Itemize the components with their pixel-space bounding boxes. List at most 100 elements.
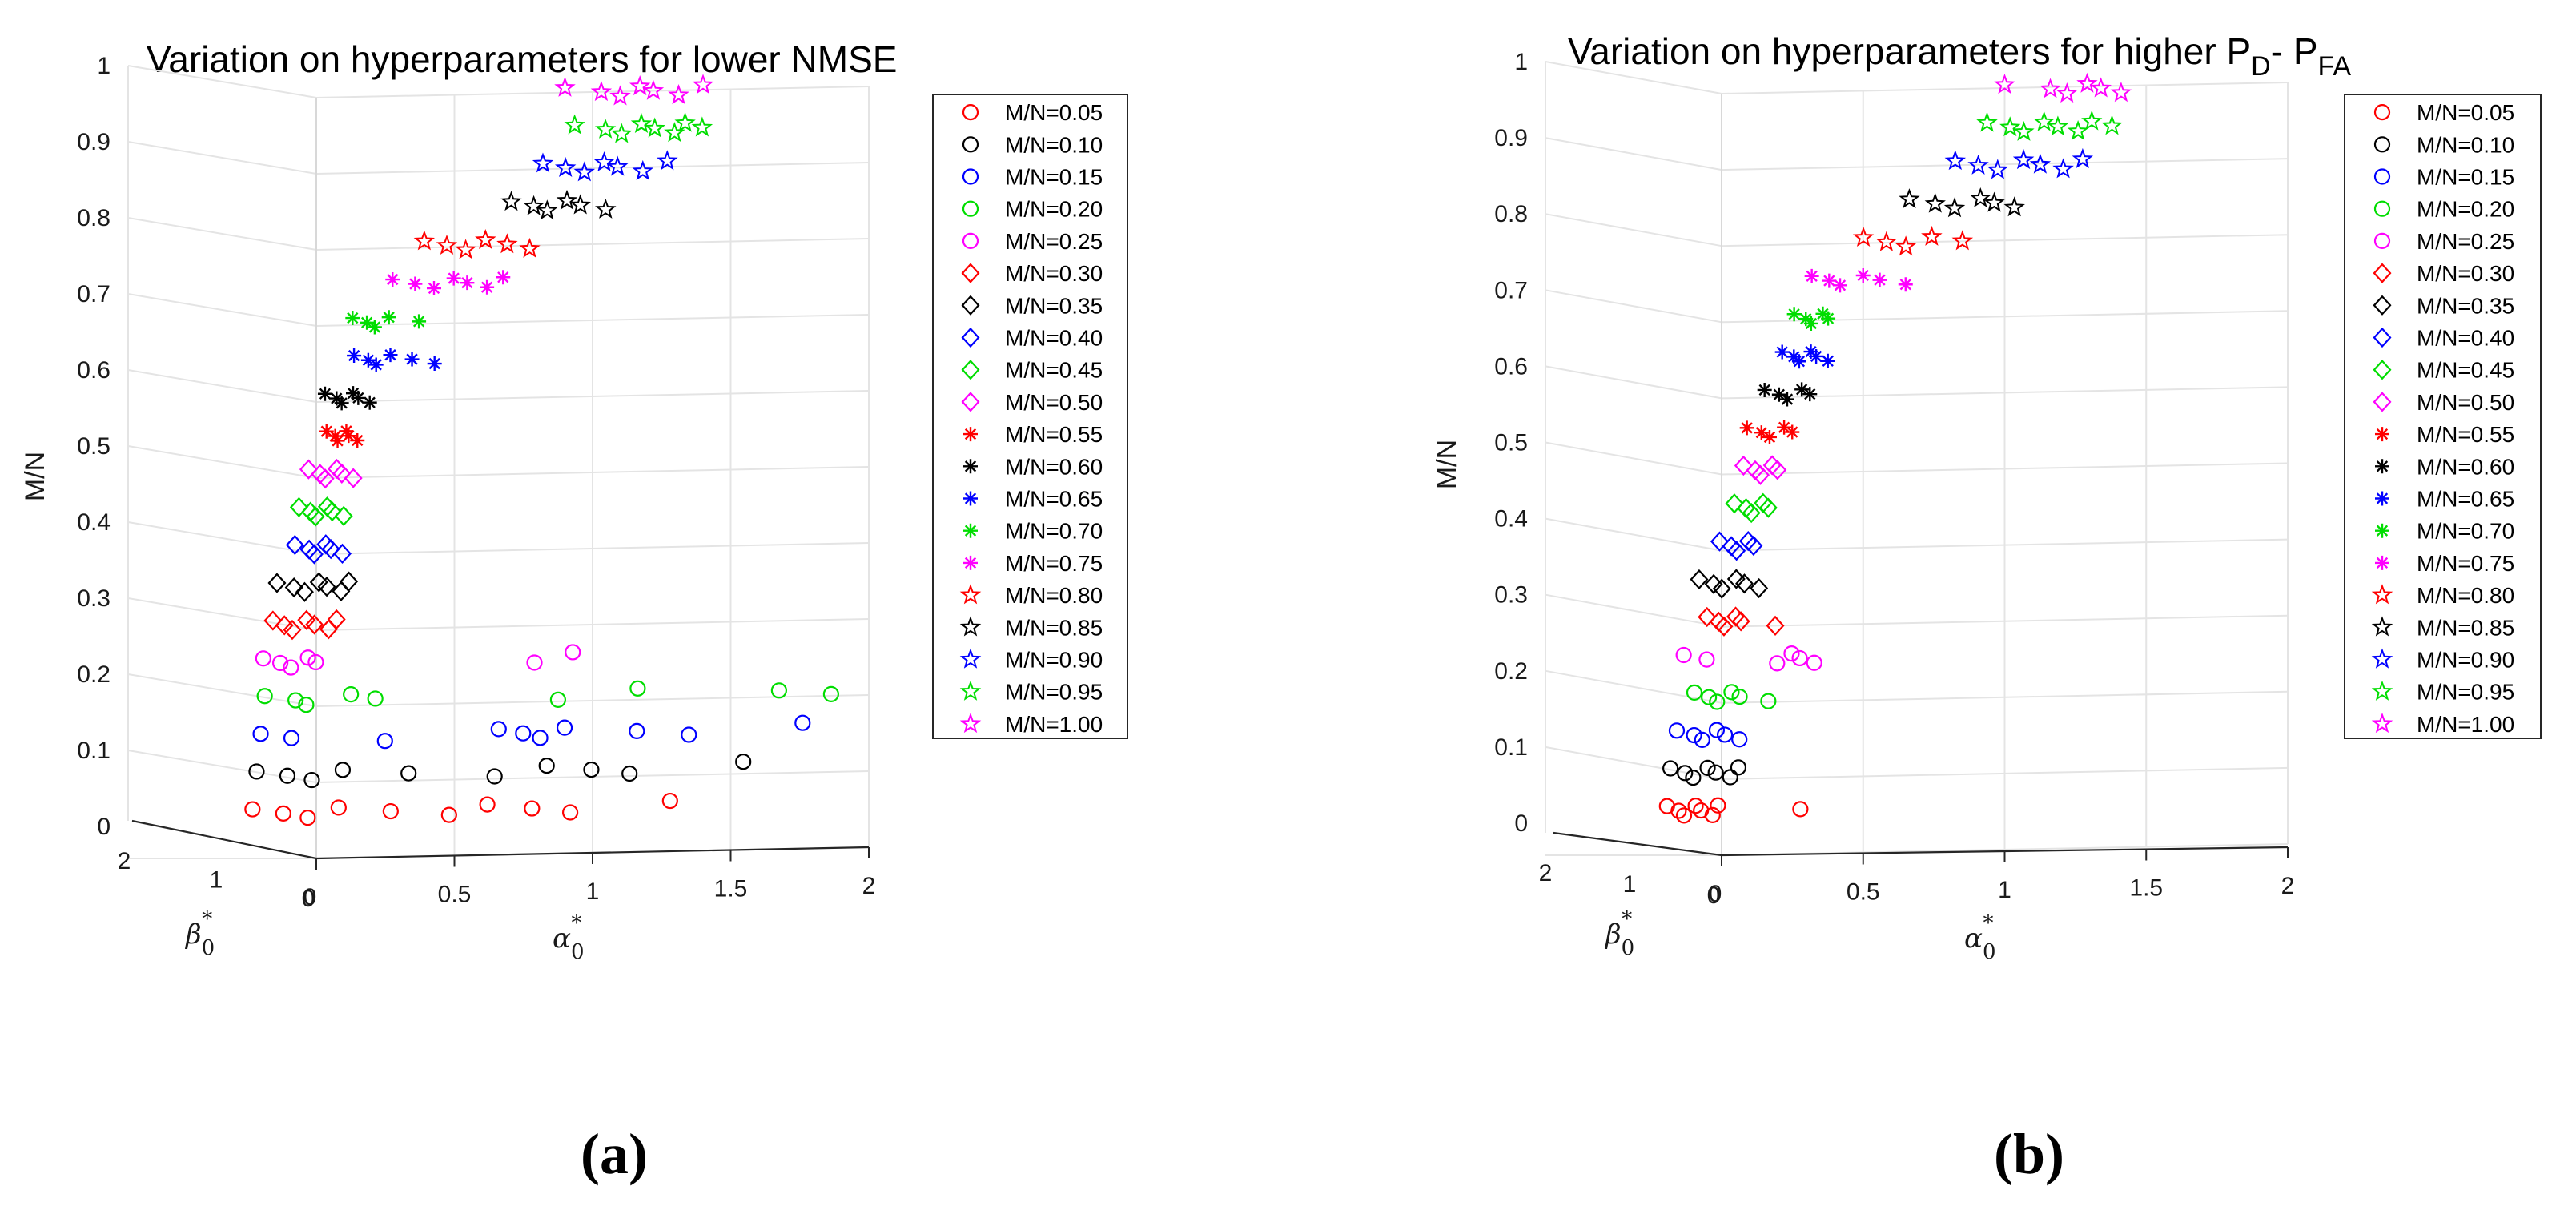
data-point (306, 506, 325, 527)
series-M/N=0.10 (248, 754, 752, 789)
legend-label: M/N=0.15 (1005, 165, 1103, 190)
y-tick-label: 0.1 (1494, 734, 1528, 761)
data-point (1872, 272, 1887, 287)
legend-item: M/N=0.30 (2373, 261, 2514, 286)
data-point (1899, 188, 1920, 209)
data-point (2076, 72, 2098, 93)
data-point (1734, 455, 1753, 476)
data-point (594, 118, 617, 139)
legend-label: M/N=1.00 (2417, 712, 2514, 737)
legend-item: M/N=0.35 (961, 293, 1103, 318)
data-point (1707, 764, 1724, 781)
y-tick-label: 0.3 (77, 585, 111, 612)
data-point (692, 74, 714, 94)
data-point (1709, 693, 1726, 710)
data-point (1754, 425, 1769, 440)
series-M/N=0.15 (252, 714, 811, 750)
subfigure-label-a: (a) (581, 1122, 648, 1186)
gridline (1545, 289, 1722, 324)
gridline (127, 141, 317, 175)
series-M/N=0.60 (317, 386, 377, 411)
legend-label: M/N=0.70 (2417, 519, 2514, 544)
data-point (297, 609, 316, 630)
data-point (446, 271, 461, 286)
series-M/N=0.90 (1944, 147, 2094, 179)
legend-item: M/N=0.90 (959, 648, 1103, 673)
legend-label: M/N=0.95 (2417, 680, 2514, 705)
legend-item: M/N=0.55 (2375, 422, 2514, 447)
data-point (606, 155, 629, 176)
legend-item: M/N=0.60 (2375, 454, 2514, 479)
data-point (1725, 493, 1744, 514)
legend-label: M/N=0.10 (1005, 132, 1103, 157)
legend-item: M/N=0.50 (961, 390, 1103, 415)
data-point (657, 150, 678, 171)
y-tick-label: 0.5 (1494, 430, 1528, 456)
data-point (339, 424, 354, 439)
legend-label: M/N=0.90 (1005, 648, 1103, 673)
legend-item: M/N=0.10 (962, 132, 1103, 157)
data-point (1976, 111, 1998, 132)
legend-item: M/N=0.75 (963, 551, 1103, 576)
grid (127, 65, 870, 859)
series-M/N=0.50 (1734, 455, 1787, 485)
data-point (2110, 82, 2132, 103)
gridline (127, 673, 317, 707)
data-point (350, 433, 365, 448)
legend-label: M/N=0.15 (2417, 165, 2514, 190)
data-point (383, 348, 398, 363)
y-tick-label: 0.8 (1494, 201, 1528, 227)
series-M/N=0.35 (267, 571, 359, 602)
data-point (2029, 153, 2052, 174)
data-point (1739, 420, 1754, 436)
data-point (590, 81, 613, 102)
x-tick-label: 1.5 (2129, 875, 2163, 902)
data-point (1704, 806, 1721, 824)
data-point (1769, 655, 1786, 672)
data-point (1699, 759, 1716, 777)
data-point (272, 654, 289, 672)
data-point (629, 722, 645, 740)
data-point (315, 468, 335, 489)
legend-label: M/N=0.35 (1005, 293, 1103, 318)
data-point (376, 733, 393, 750)
legend-label: M/N=0.30 (2417, 261, 2514, 286)
legend-label: M/N=0.40 (2417, 326, 2514, 351)
data-point (244, 801, 261, 818)
data-point (330, 433, 345, 448)
data-point (1760, 693, 1777, 709)
legend-item: M/N=0.25 (2373, 229, 2514, 254)
data-point (621, 765, 638, 782)
legend-label: M/N=0.60 (2417, 454, 2514, 479)
legend-item: M/N=0.20 (962, 197, 1103, 222)
data-point (1686, 726, 1702, 744)
data-point (1783, 645, 1800, 662)
data-point (1774, 344, 1790, 360)
data-point (691, 116, 713, 137)
series-M/N=0.40 (1710, 531, 1763, 561)
data-point (556, 719, 573, 736)
legend-label: M/N=0.05 (2417, 100, 2514, 125)
data-point (1758, 497, 1778, 518)
legend-item: M/N=0.45 (961, 358, 1103, 383)
data-point (404, 352, 420, 367)
data-points (1658, 72, 2132, 824)
data-point (345, 311, 360, 326)
series-M/N=0.95 (1976, 110, 2123, 141)
data-point (1855, 268, 1871, 283)
gridline (1545, 746, 1722, 780)
y-tick-label: 0 (97, 814, 111, 840)
legend-item: M/N=0.80 (959, 583, 1103, 608)
data-point (1708, 722, 1726, 738)
legend-item: M/N=0.05 (2373, 100, 2514, 125)
axes (131, 819, 870, 870)
z-axis-line (131, 819, 317, 860)
legend-label: M/N=0.20 (1005, 197, 1103, 222)
legend-item: M/N=0.15 (962, 165, 1103, 190)
legend-item: M/N=0.70 (2375, 519, 2514, 544)
data-point (573, 161, 596, 182)
x-tick-label: 0 (303, 884, 317, 910)
chart-a-svg: Variation on hyperparameters for lower N… (20, 38, 1128, 964)
gridline (1545, 517, 1722, 552)
legend-item: M/N=0.20 (2373, 197, 2514, 222)
